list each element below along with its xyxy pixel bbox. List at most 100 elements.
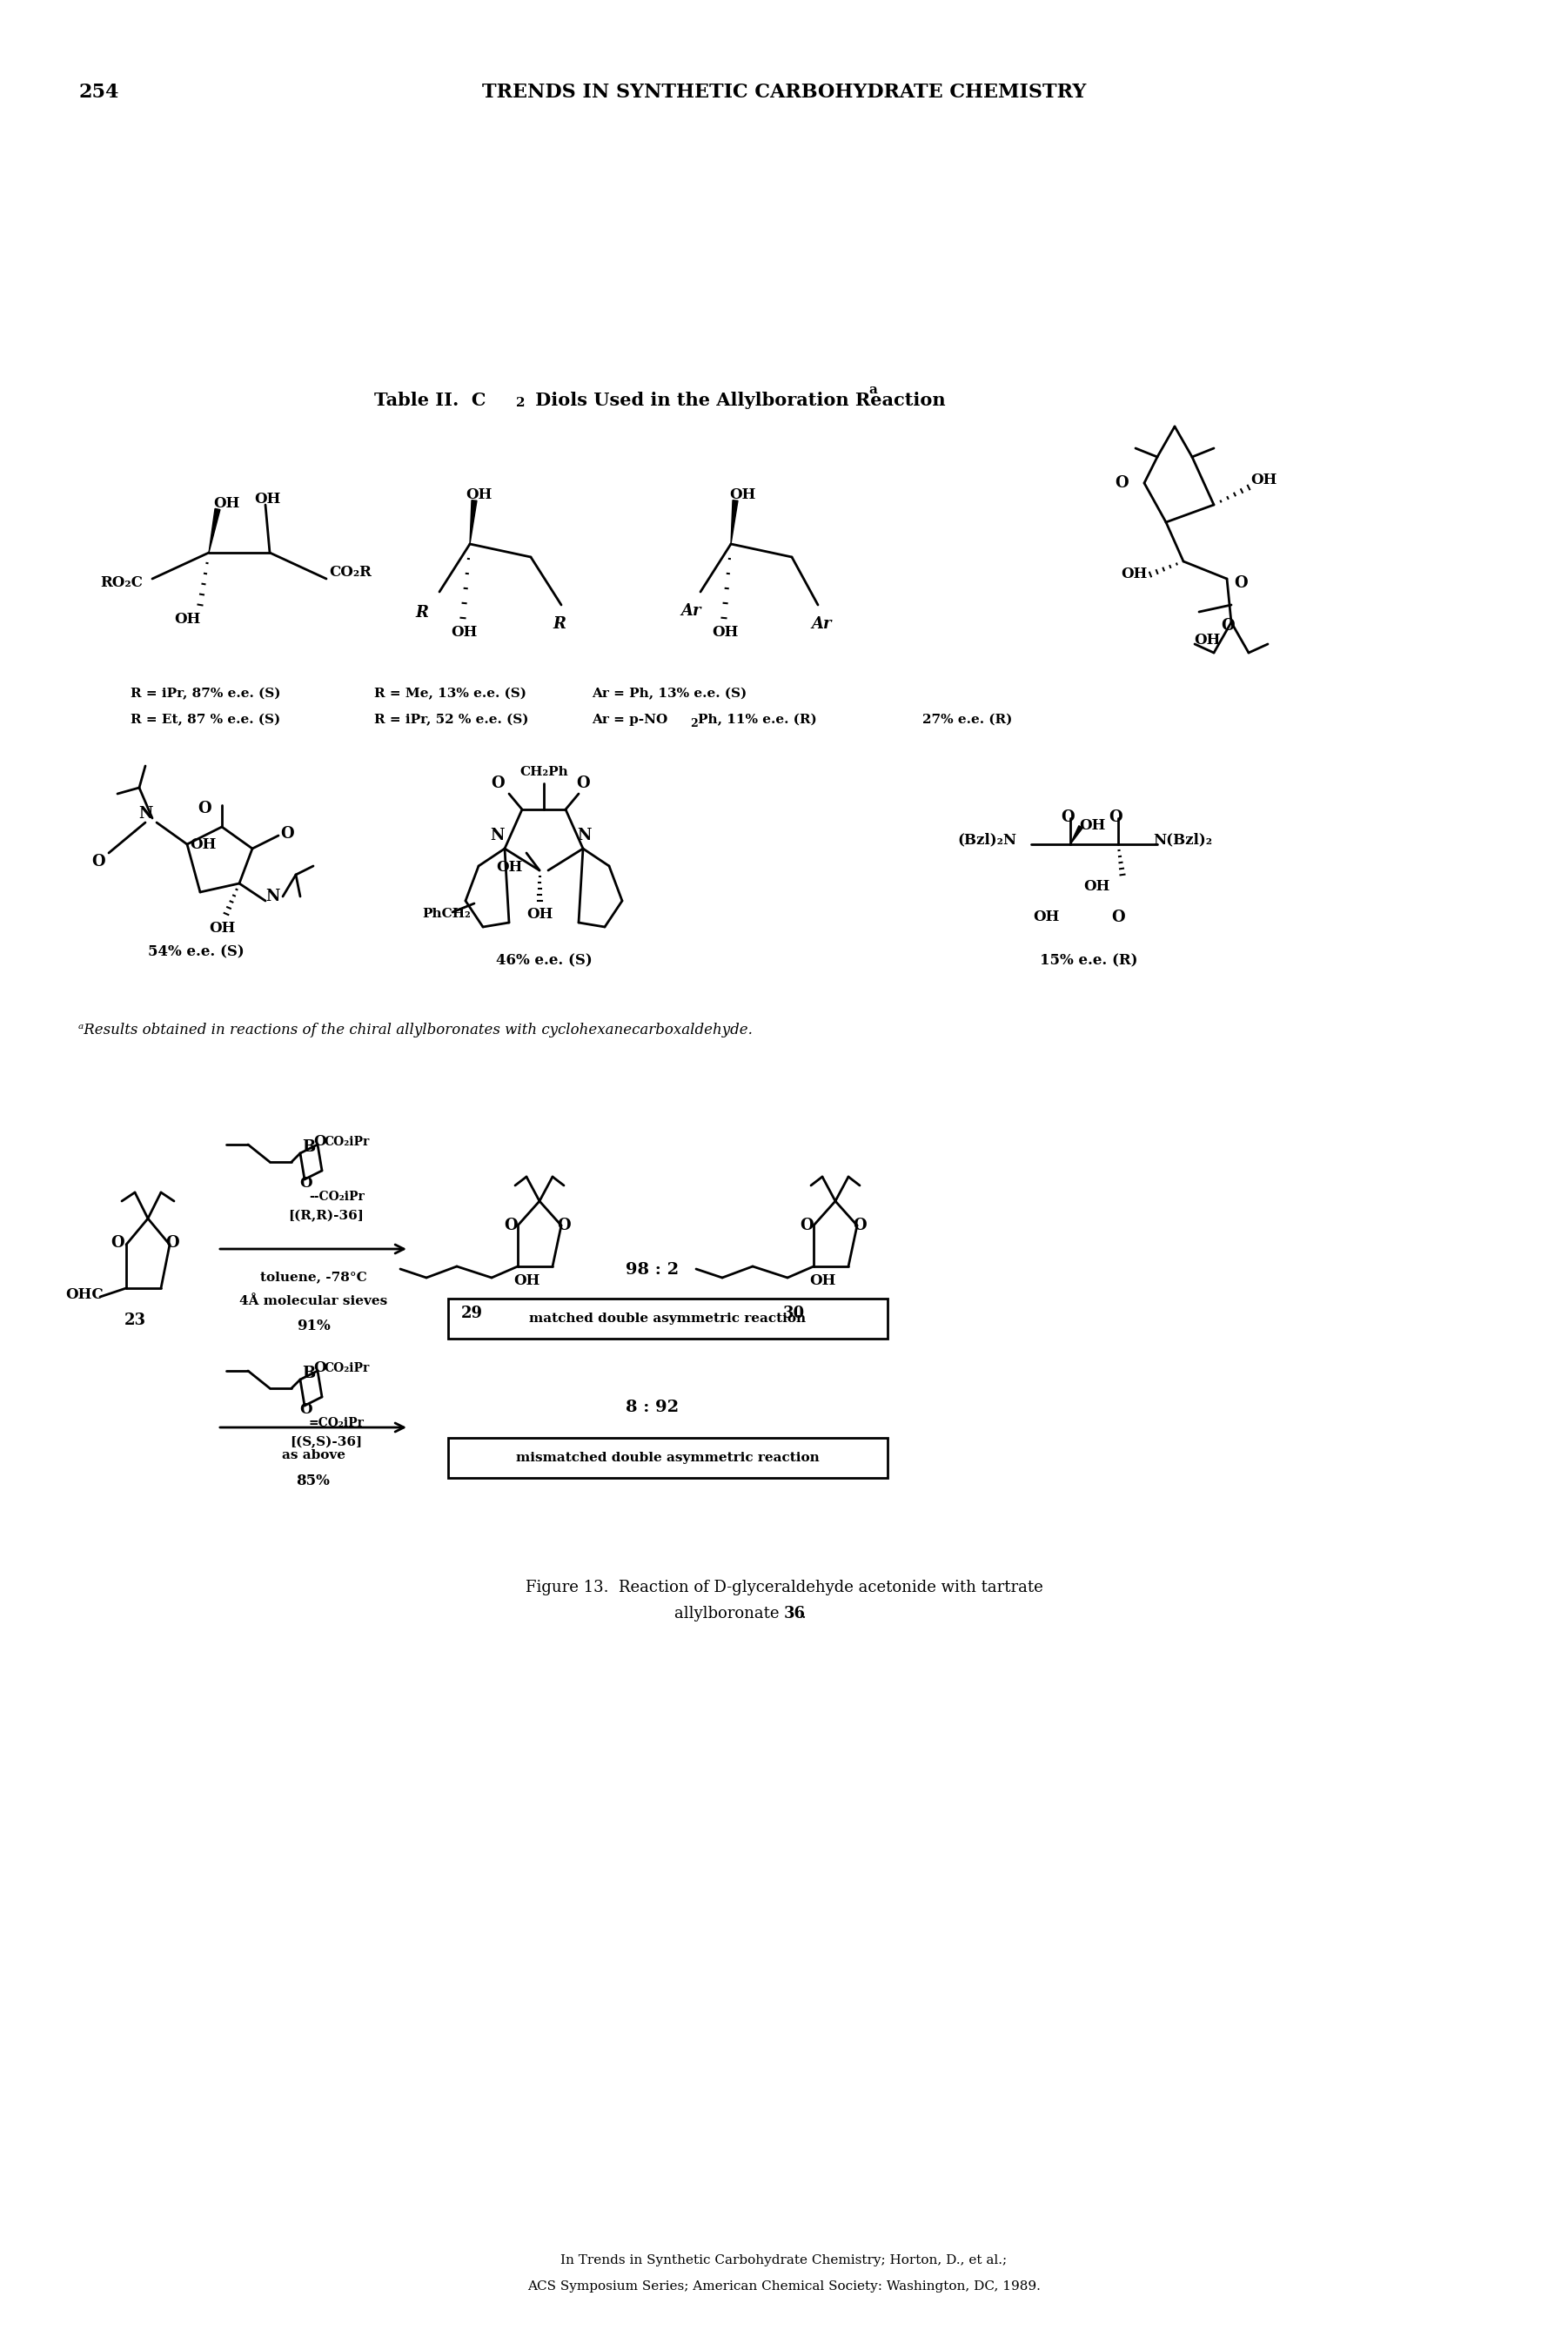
Text: O: O (800, 1217, 814, 1234)
Text: OHC: OHC (66, 1288, 103, 1302)
Text: --CO₂iPr: --CO₂iPr (309, 1191, 364, 1203)
Text: OH: OH (1121, 566, 1148, 583)
Text: [(S,S)-36]: [(S,S)-36] (290, 1436, 362, 1448)
Text: 15% e.e. (R): 15% e.e. (R) (1040, 954, 1138, 968)
Text: B: B (303, 1140, 315, 1154)
Text: OH: OH (190, 837, 216, 853)
Text: O: O (557, 1217, 571, 1234)
Polygon shape (209, 508, 220, 552)
Text: allylboronate: allylboronate (674, 1605, 784, 1621)
Polygon shape (470, 501, 477, 543)
Text: OH: OH (712, 625, 739, 639)
Text: OH: OH (450, 625, 477, 639)
Text: [(R,R)-36]: [(R,R)-36] (289, 1210, 364, 1222)
Text: R = Me, 13% e.e. (S): R = Me, 13% e.e. (S) (375, 689, 527, 700)
Text: (Bzl)₂N: (Bzl)₂N (956, 832, 1016, 848)
Text: In Trends in Synthetic Carbohydrate Chemistry; Horton, D., et al.;: In Trends in Synthetic Carbohydrate Chem… (561, 2254, 1007, 2265)
Text: O: O (1115, 475, 1129, 491)
Text: O: O (111, 1236, 124, 1250)
Text: O: O (299, 1177, 312, 1191)
Text: R: R (416, 604, 428, 620)
Text: CO₂iPr: CO₂iPr (323, 1135, 368, 1149)
Text: N(Bzl)₂: N(Bzl)₂ (1152, 832, 1212, 848)
Text: Diols Used in the Allylboration Reaction: Diols Used in the Allylboration Reaction (528, 392, 946, 409)
Text: O: O (1221, 618, 1234, 634)
Text: OH: OH (174, 611, 201, 627)
Text: OH: OH (466, 486, 492, 503)
Text: CO₂iPr: CO₂iPr (323, 1363, 368, 1375)
Text: O: O (314, 1361, 326, 1375)
Text: R = iPr, 87% e.e. (S): R = iPr, 87% e.e. (S) (130, 689, 281, 700)
Text: O: O (314, 1135, 326, 1149)
Text: 27% e.e. (R): 27% e.e. (R) (922, 714, 1013, 726)
Text: 30: 30 (782, 1307, 804, 1321)
Text: OH: OH (513, 1274, 539, 1288)
Text: O: O (198, 801, 212, 815)
Text: N: N (577, 827, 591, 844)
Text: 23: 23 (124, 1314, 146, 1328)
Text: O: O (299, 1403, 312, 1417)
Text: Ar = p-NO: Ar = p-NO (591, 714, 668, 726)
Text: R: R (552, 616, 566, 632)
Text: 2: 2 (690, 719, 698, 728)
Text: matched double asymmetric reaction: matched double asymmetric reaction (530, 1314, 806, 1325)
Text: =CO₂iPr: =CO₂iPr (309, 1417, 364, 1429)
Text: OH: OH (1033, 909, 1058, 924)
Text: 36: 36 (784, 1605, 806, 1621)
Text: O: O (491, 776, 505, 792)
Bar (448, 1300, 887, 1339)
Text: OH: OH (1083, 879, 1110, 893)
Text: O: O (503, 1217, 517, 1234)
Text: OH: OH (213, 496, 240, 510)
Text: O: O (1234, 576, 1248, 590)
Text: CO₂R: CO₂R (329, 564, 372, 578)
Text: R = iPr, 52 % e.e. (S): R = iPr, 52 % e.e. (S) (375, 714, 528, 726)
Text: ACS Symposium Series; American Chemical Society: Washington, DC, 1989.: ACS Symposium Series; American Chemical … (527, 2280, 1041, 2294)
Polygon shape (731, 501, 739, 543)
Text: OH: OH (527, 907, 554, 921)
Text: Ph, 11% e.e. (R): Ph, 11% e.e. (R) (698, 714, 817, 726)
Text: N: N (138, 806, 152, 822)
Text: OH: OH (1250, 472, 1276, 489)
Text: O: O (1062, 808, 1074, 825)
Text: B: B (303, 1365, 315, 1382)
Text: N: N (265, 888, 279, 905)
Text: .: . (801, 1605, 806, 1621)
Text: O: O (166, 1236, 179, 1250)
Text: OH: OH (254, 491, 281, 508)
Text: OH: OH (495, 860, 522, 874)
Text: OH: OH (1193, 632, 1220, 649)
Text: Ar: Ar (811, 616, 831, 632)
Text: O: O (91, 853, 105, 870)
Text: O: O (1109, 808, 1123, 825)
Text: RO₂C: RO₂C (100, 576, 143, 590)
Text: R = Et, 87 % e.e. (S): R = Et, 87 % e.e. (S) (130, 714, 281, 726)
Text: OH: OH (209, 921, 235, 935)
Text: Table II.  C: Table II. C (375, 392, 486, 409)
Text: 98 : 2: 98 : 2 (626, 1262, 679, 1278)
Text: N: N (491, 827, 505, 844)
Text: O: O (281, 825, 293, 841)
Text: OH: OH (729, 486, 756, 503)
Text: 8 : 92: 8 : 92 (626, 1401, 679, 1415)
Text: OH: OH (809, 1274, 836, 1288)
Text: O: O (1112, 909, 1124, 926)
Text: PhCH₂: PhCH₂ (422, 907, 470, 919)
Text: 2: 2 (516, 397, 525, 409)
Polygon shape (1071, 825, 1082, 844)
Text: 91%: 91% (296, 1318, 331, 1332)
Text: as above: as above (282, 1450, 345, 1462)
Text: toluene, -78°C: toluene, -78°C (260, 1271, 367, 1283)
Text: mismatched double asymmetric reaction: mismatched double asymmetric reaction (516, 1452, 820, 1464)
Text: 4Å molecular sieves: 4Å molecular sieves (240, 1295, 387, 1307)
Text: 30: 30 (833, 1300, 855, 1314)
Bar (448, 1438, 887, 1478)
Text: Ar = Ph, 13% e.e. (S): Ar = Ph, 13% e.e. (S) (591, 689, 746, 700)
Text: 254: 254 (78, 82, 119, 101)
Text: O: O (853, 1217, 867, 1234)
Text: 29: 29 (461, 1307, 483, 1321)
Text: 46% e.e. (S): 46% e.e. (S) (495, 954, 593, 968)
Text: Ar: Ar (681, 604, 701, 618)
Text: O: O (575, 776, 590, 792)
Text: 54% e.e. (S): 54% e.e. (S) (147, 945, 245, 959)
